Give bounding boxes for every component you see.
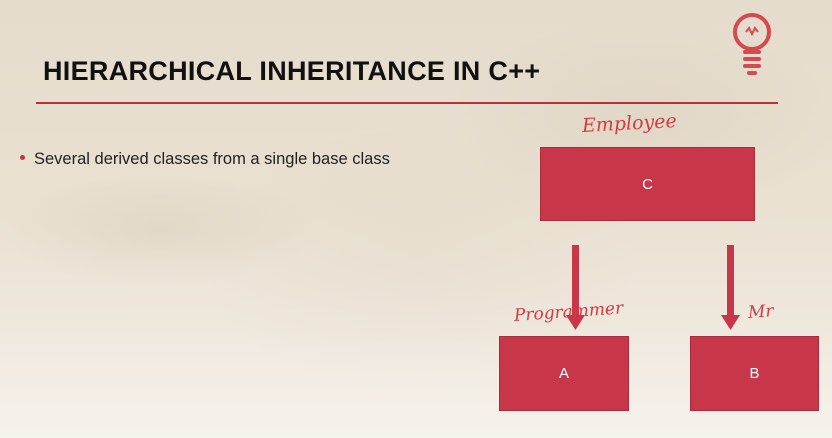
base-class-box: C [540, 147, 755, 221]
derived-class-label-a: A [558, 365, 569, 382]
base-class-label: C [642, 175, 653, 193]
lightbulb-icon [733, 13, 771, 75]
handwritten-mr-note: Mr [747, 301, 775, 323]
bullet-dot [20, 155, 25, 161]
bullet-text: Several derived classes from a single ba… [34, 150, 390, 168]
derived-class-label-b: B [749, 365, 760, 382]
bullet-point: Several derived classes from a single ba… [20, 150, 390, 169]
derived-class-box-a: A [499, 336, 629, 411]
title-divider [36, 102, 778, 104]
slide-title: HIERARCHICAL INHERITANCE IN C++ [43, 56, 541, 86]
derived-class-box-b: B [690, 336, 819, 411]
